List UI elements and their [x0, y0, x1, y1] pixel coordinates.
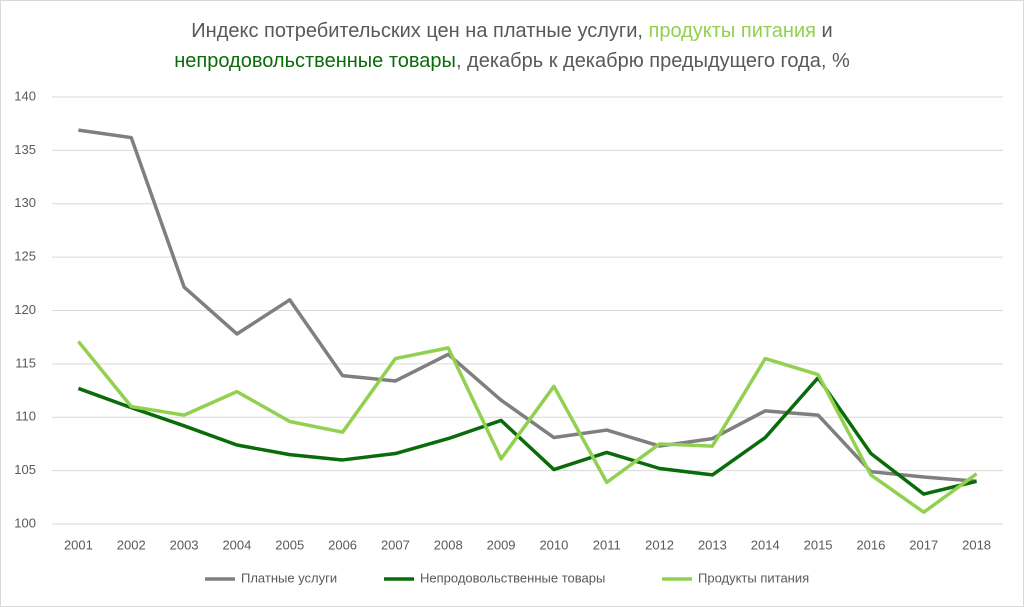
x-tick-label: 2002 [117, 537, 146, 552]
title-part: Индекс потребительских цен на платные ус… [191, 20, 648, 42]
y-tick-label: 105 [14, 462, 36, 477]
x-tick-label: 2005 [275, 537, 304, 552]
y-tick-label: 135 [14, 142, 36, 157]
series-line [77, 340, 978, 515]
x-tick-label: 2011 [593, 537, 621, 552]
title-part: продукты питания [648, 20, 815, 42]
y-tick-label: 130 [14, 195, 36, 210]
legend-label: Платные услуги [241, 570, 337, 585]
x-tick-label: 2013 [698, 537, 727, 552]
x-tick-label: 2010 [539, 537, 568, 552]
y-tick-label: 120 [14, 302, 36, 317]
legend-label: Продукты питания [698, 570, 809, 585]
legend-label: Непродовольственные товары [420, 570, 605, 585]
x-tick-label: 2017 [909, 537, 938, 552]
x-tick-label: 2001 [64, 537, 93, 552]
title-part: непродовольственные товары [174, 50, 456, 72]
x-tick-label: 2014 [751, 537, 780, 552]
x-tick-label: 2016 [856, 537, 885, 552]
chart-title: непродовольственные товары, декабрь к де… [174, 50, 850, 72]
x-tick-label: 2006 [328, 537, 357, 552]
y-tick-label: 125 [14, 249, 36, 264]
x-tick-label: 2009 [487, 537, 516, 552]
x-tick-label: 2008 [434, 537, 463, 552]
chart-title: Индекс потребительских цен на платные ус… [191, 20, 832, 42]
y-tick-label: 140 [14, 88, 36, 103]
series-line [78, 128, 977, 484]
y-tick-label: 100 [14, 515, 36, 530]
x-tick-label: 2007 [381, 537, 410, 552]
title-part: , декабрь к декабрю предыдущего года, % [456, 50, 850, 72]
y-tick-label: 115 [15, 355, 36, 370]
title-part: и [816, 20, 833, 42]
x-tick-label: 2015 [804, 537, 833, 552]
y-tick-label: 110 [15, 409, 36, 424]
x-tick-label: 2004 [222, 537, 251, 552]
x-tick-label: 2018 [962, 537, 991, 552]
x-tick-label: 2012 [645, 537, 674, 552]
x-tick-label: 2003 [170, 537, 199, 552]
